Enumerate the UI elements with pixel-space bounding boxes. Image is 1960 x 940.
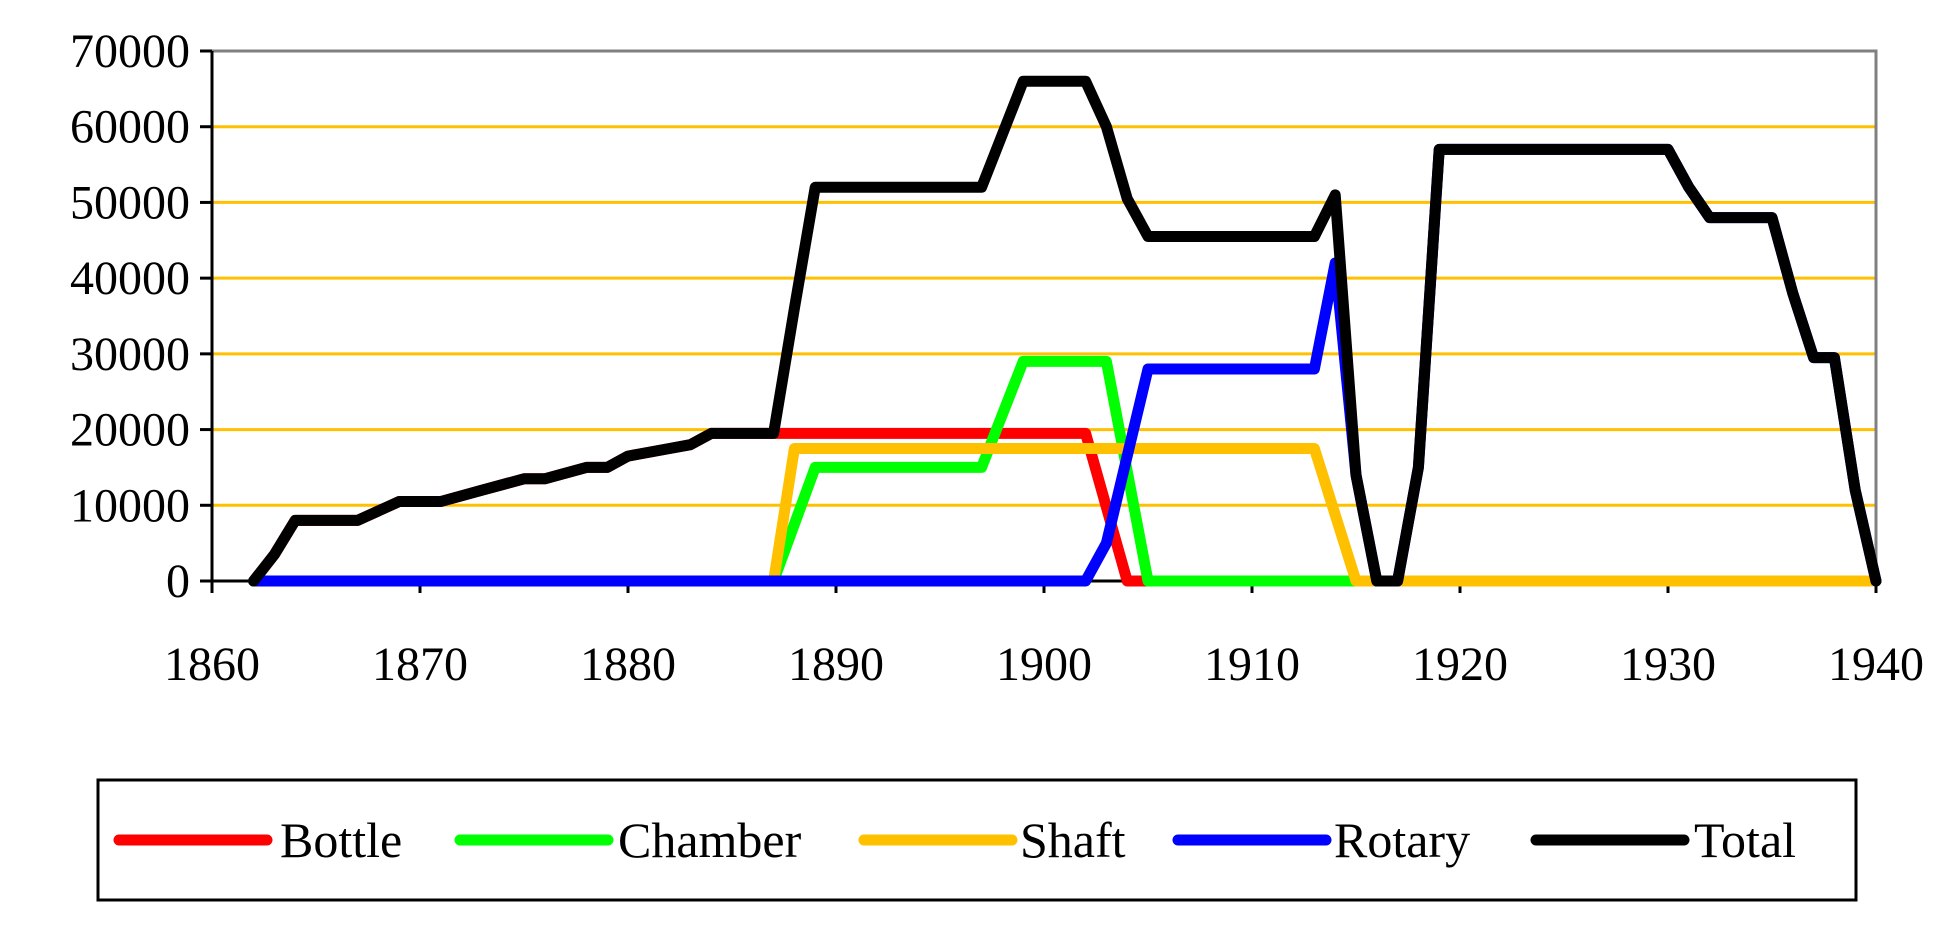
x-tick-label-1890: 1890 <box>788 638 884 691</box>
y-tick-label-0: 0 <box>166 555 190 608</box>
x-tick-label-1880: 1880 <box>580 638 676 691</box>
legend-label-shaft: Shaft <box>1020 812 1126 868</box>
axes <box>200 49 1878 593</box>
series-line-bottle <box>248 427 1882 587</box>
y-tick-label-60000: 60000 <box>70 101 190 154</box>
tick-labels: 0 10000 20000 30000 40000 50000 60000 70000 1860… <box>70 25 1924 691</box>
y-tick-label-70000: 70000 <box>70 25 190 78</box>
y-tick-label-20000: 20000 <box>70 404 190 457</box>
y-tick-label-40000: 40000 <box>70 252 190 305</box>
x-tick-label-1920: 1920 <box>1412 638 1508 691</box>
legend-label-total: Total <box>1694 812 1796 868</box>
series-line-chamber <box>248 355 1882 587</box>
y-tick-label-10000: 10000 <box>70 479 190 532</box>
x-tick-label-1930: 1930 <box>1620 638 1716 691</box>
legend-label-bottle: Bottle <box>280 812 402 868</box>
x-tick-label-1870: 1870 <box>372 638 468 691</box>
gridlines <box>212 125 1876 507</box>
series-line-shaft <box>248 443 1882 587</box>
legend-label-rotary: Rotary <box>1334 812 1470 868</box>
series-lines <box>248 75 1882 587</box>
x-tick-label-1860: 1860 <box>164 638 260 691</box>
x-tick-label-1910: 1910 <box>1204 638 1300 691</box>
y-tick-label-50000: 50000 <box>70 176 190 229</box>
series-line-total <box>248 75 1882 587</box>
y-tick-label-30000: 30000 <box>70 328 190 381</box>
x-tick-label-1940: 1940 <box>1828 638 1924 691</box>
legend-items: Bottle Chamber Shaft Rotary Total <box>113 812 1796 868</box>
legend: Bottle Chamber Shaft Rotary Total <box>96 778 1858 902</box>
legend-label-chamber: Chamber <box>618 812 802 868</box>
x-tick-label-1900: 1900 <box>996 638 1092 691</box>
